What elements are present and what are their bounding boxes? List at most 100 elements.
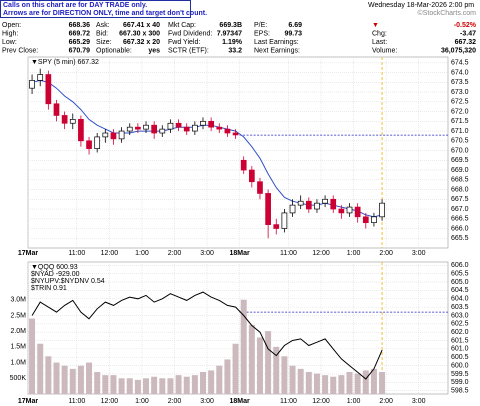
candle-body: [314, 202, 320, 210]
x-tick-label: 12:00: [101, 398, 119, 405]
volume-bar: [379, 372, 386, 394]
volume-bar: [29, 318, 36, 394]
y-tick-label: 605.0: [451, 279, 469, 286]
y-tick-label: 601.5: [451, 337, 469, 344]
candle-body: [200, 120, 206, 126]
y-tick-label: 604.5: [451, 287, 469, 294]
candle-body: [78, 119, 84, 142]
volume-bar: [53, 362, 60, 394]
quote-label: P/E:: [254, 22, 267, 29]
candle-body: [232, 132, 239, 136]
x-tick-label: 11:00: [68, 250, 85, 257]
volume-tick-label: 1.0M: [10, 359, 26, 366]
y-tick-label: 667.5: [451, 196, 469, 203]
quote-label: Last:: [372, 39, 387, 46]
candle-body: [208, 120, 214, 128]
quote-label: Volume:: [372, 47, 397, 54]
y-tick-label: 602.0: [451, 329, 469, 336]
date: Wednesday 18-Mar-2026 2:00 pm: [368, 2, 474, 9]
quote-label: Open:: [2, 22, 21, 29]
candle-body: [224, 128, 231, 134]
y-tick-label: 671.0: [451, 128, 469, 135]
volume-bar: [200, 372, 206, 394]
quote-label: Bid:: [96, 30, 108, 37]
volume-bar: [110, 375, 117, 394]
price-line: [31, 291, 383, 380]
volume-bar: [232, 343, 239, 394]
candle-body: [69, 119, 76, 124]
volume-bar: [208, 370, 215, 394]
y-tick-label: 601.0: [451, 346, 469, 353]
quote-label: Ask:: [96, 22, 110, 29]
quote-label: Chg:: [372, 30, 387, 37]
volume-tick-label: 1.5M: [10, 344, 26, 351]
candle-body: [135, 126, 141, 130]
legend: $NYUPV:$NYDNV 0.54: [31, 278, 105, 285]
y-tick-label: 671.5: [451, 118, 469, 125]
candle-body: [346, 206, 353, 214]
y-tick-label: 606.0: [451, 262, 469, 269]
candle-body: [94, 136, 101, 149]
volume-bar: [281, 356, 288, 394]
volume-bar: [159, 378, 166, 394]
y-tick-label: 603.5: [451, 304, 469, 311]
candle-body: [322, 198, 328, 204]
x-tick-label: 3:00: [200, 398, 214, 405]
x-tick-label: 17Mar: [18, 250, 39, 257]
volume-bar: [126, 378, 133, 394]
quote-value: 33.2: [228, 47, 242, 54]
x-tick-label: 12:00: [312, 250, 330, 257]
x-tick-label: 18Mar: [230, 250, 251, 257]
quote-label: Optionable:: [96, 47, 132, 54]
candle-body: [29, 80, 35, 89]
quote-value: -3.47: [460, 30, 476, 37]
candle-body: [379, 202, 385, 218]
notice: Arrows are for DIRECTION ONLY, time and …: [3, 10, 207, 17]
volume-bar: [289, 365, 296, 394]
volume-bar: [61, 365, 68, 394]
quote-label: Low:: [2, 39, 17, 46]
quote-value: -0.52%: [454, 22, 477, 29]
legend: $TRIN 0.91: [31, 285, 67, 292]
volume-bar: [37, 343, 44, 394]
y-tick-label: 668.5: [451, 177, 469, 184]
volume-bar: [191, 375, 198, 394]
x-tick-label: 2:00: [168, 250, 182, 257]
y-tick-label: 674.0: [451, 69, 469, 76]
candle-body: [240, 159, 247, 171]
quote-value: 669.3B: [219, 22, 242, 29]
quote-value: yes: [148, 47, 160, 54]
volume-tick-label: 3.0M: [10, 297, 26, 304]
y-tick-label: 668.0: [451, 186, 469, 193]
legend: ▼SPY (5 min) 667.32: [31, 59, 99, 66]
volume-tick-label: 2.5M: [10, 312, 26, 319]
volume-bar: [265, 331, 272, 394]
volume-bar: [86, 362, 93, 394]
y-tick-label: 600.5: [451, 354, 469, 361]
quote-value: 36,075,320: [441, 47, 476, 54]
candle-body: [102, 132, 109, 138]
x-tick-label: 1:00: [347, 250, 361, 257]
quote-label: Fwd Yield:: [168, 39, 200, 46]
quote-label: High:: [2, 30, 18, 37]
quote-label: Prev Close:: [2, 47, 38, 54]
volume-bar: [167, 378, 174, 394]
notice-box: [0, 0, 191, 18]
x-tick-label: 1:00: [135, 250, 149, 257]
y-tick-label: 605.5: [451, 271, 469, 278]
y-tick-label: 670.5: [451, 138, 469, 145]
candle-body: [175, 122, 182, 128]
y-tick-label: 670.0: [451, 147, 469, 154]
volume-bar: [322, 375, 329, 394]
volume-bar: [151, 376, 158, 394]
volume-bar: [338, 375, 345, 394]
quote-label: EPS:: [254, 30, 270, 37]
candle-body: [289, 204, 296, 214]
volume-bar: [305, 372, 312, 394]
y-tick-label: 604.0: [451, 296, 469, 303]
quote-label: Mkt Cap:: [168, 22, 196, 29]
candle-body: [257, 181, 263, 194]
volume-tick-label: 500K: [10, 375, 27, 382]
